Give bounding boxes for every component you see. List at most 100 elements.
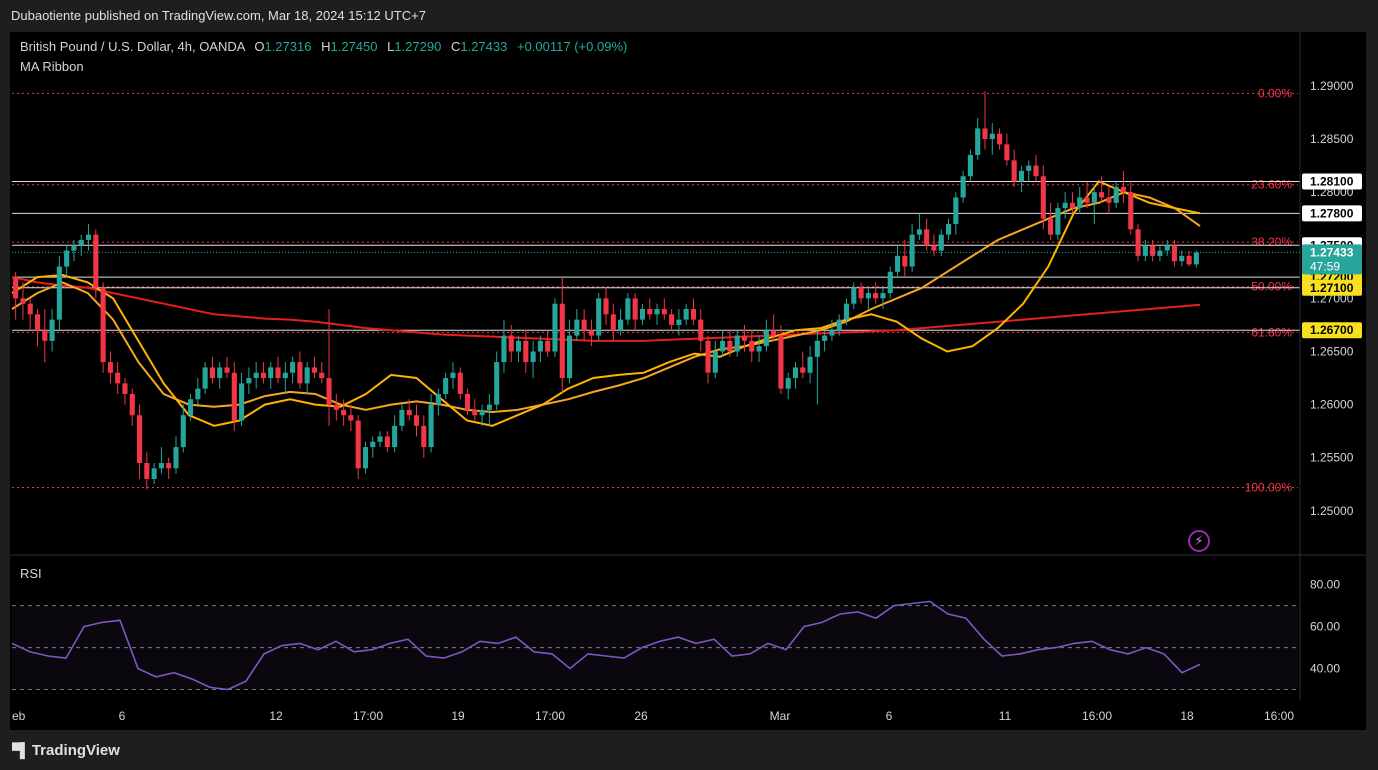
candle-body [1120, 186, 1127, 193]
price-badge: 1.27800 [1302, 205, 1362, 222]
lightning-icon[interactable]: ⚡ [1188, 530, 1210, 552]
current-price-value: 1.27433 [1310, 245, 1354, 259]
candle-body [122, 383, 128, 394]
candle-body [632, 298, 638, 320]
candle [246, 367, 252, 394]
candle [800, 351, 806, 379]
candle-body [515, 340, 522, 352]
candle [333, 393, 339, 421]
candle [282, 362, 288, 394]
candle [457, 367, 463, 400]
candle-body [56, 266, 62, 320]
candle [1026, 160, 1032, 182]
candle [115, 362, 121, 394]
candle-body [814, 340, 820, 357]
candle [705, 335, 711, 384]
candle-body [49, 319, 55, 341]
price-badge-label: 1.28100 [1310, 175, 1354, 189]
low-label: L [387, 39, 395, 54]
ma-fast-line [11, 180, 1201, 427]
candle [661, 298, 667, 320]
candle-body [1033, 165, 1039, 177]
candle [749, 330, 755, 363]
candle [836, 314, 842, 336]
candle-body [618, 319, 624, 331]
time-tick-label: Mar [770, 709, 791, 723]
candle-body [231, 372, 237, 421]
tradingview-logo[interactable]: ▀▌ TradingView [12, 742, 120, 759]
candle-body [78, 239, 84, 246]
open-label: O [254, 39, 265, 54]
time-tick-label: 18 [1180, 709, 1194, 723]
candle-body [508, 335, 514, 352]
candle [727, 330, 733, 357]
candle [676, 309, 682, 336]
candle-body [377, 436, 383, 442]
candle-body [610, 314, 616, 331]
candle [1099, 176, 1105, 203]
candle [20, 282, 26, 320]
candle [1062, 192, 1068, 219]
candle-body [464, 393, 471, 410]
time-tick-label: 17:00 [535, 709, 565, 723]
candle-body [144, 463, 150, 479]
candle [231, 362, 237, 432]
candle [85, 224, 92, 251]
candle-body [370, 441, 376, 448]
candle-body [873, 293, 879, 299]
candle [632, 293, 638, 331]
candle [304, 362, 310, 394]
ma-ribbon-label[interactable]: MA Ribbon [20, 59, 84, 74]
candle [71, 239, 77, 262]
candle-body [1142, 245, 1148, 256]
candle [916, 213, 922, 240]
candle [1040, 165, 1046, 230]
candle-body [202, 367, 208, 389]
candle [545, 330, 551, 357]
candle-body [887, 271, 893, 294]
candle-body [246, 378, 252, 384]
price-tick-label: 1.28500 [1310, 132, 1354, 146]
candle [698, 309, 704, 352]
time-tick-label: 12 [269, 709, 283, 723]
candle-body [1099, 192, 1105, 198]
candle-body [654, 309, 660, 315]
candle [136, 404, 143, 479]
candle-body [763, 330, 769, 347]
fib-label: 61.80% [1251, 325, 1292, 339]
candle-body [341, 409, 347, 416]
candle [741, 324, 748, 352]
candle-body [946, 224, 952, 235]
candle-body [552, 303, 558, 352]
candle-body [902, 255, 908, 267]
candle [588, 319, 594, 347]
candle [902, 239, 908, 278]
candle [712, 340, 718, 379]
published-header: Dubaotiente published on TradingView.com… [11, 8, 426, 23]
candle [1164, 239, 1170, 256]
candle [122, 378, 128, 405]
symbol-name: British Pound / U.S. Dollar, 4h, OANDA [20, 39, 245, 54]
candle-body [494, 362, 500, 405]
candle-body [253, 372, 259, 379]
candle-body [858, 287, 864, 299]
candle [195, 378, 201, 405]
candle [501, 319, 507, 373]
time-axis: eb 6 12 17:00 19 17:00 26 Mar 6 11 16:00 18 16:00 [12, 709, 1294, 723]
candle-body [647, 309, 653, 315]
candle [370, 436, 376, 458]
candle [639, 303, 645, 325]
current-price-bg [1302, 244, 1362, 275]
candle [464, 388, 471, 416]
candle [144, 452, 150, 490]
candle [486, 393, 492, 426]
candle [1004, 133, 1010, 166]
rsi-label[interactable]: RSI [20, 566, 42, 581]
candle-body [997, 133, 1003, 145]
candle [567, 319, 573, 384]
candle-body [938, 234, 944, 251]
candle [967, 149, 973, 182]
candle [792, 362, 799, 389]
candle-body [931, 245, 937, 251]
